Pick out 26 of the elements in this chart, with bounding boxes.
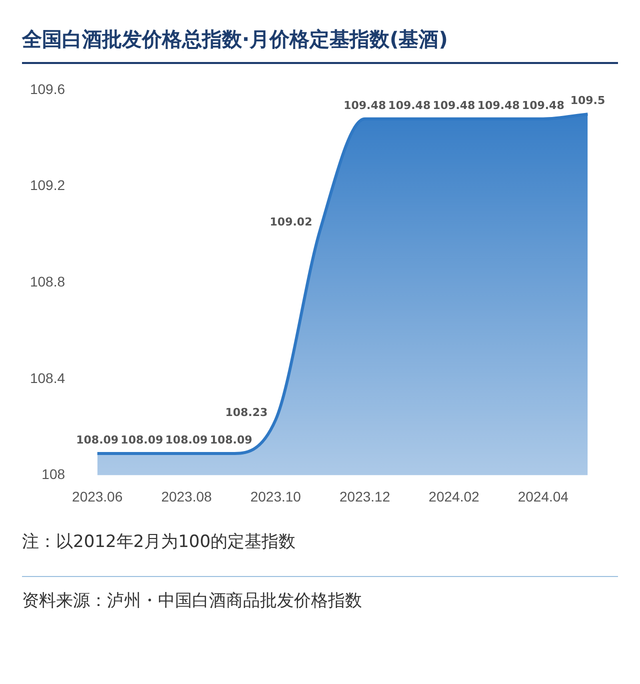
text: 108.09	[76, 434, 119, 447]
text: 109.48	[477, 98, 520, 112]
y-tick-label: 109.6	[30, 80, 66, 97]
x-tick-label: 2023.10	[250, 488, 302, 504]
x-tick-label: 2023.06	[72, 488, 123, 504]
text: 资料来源：泸州・中国白酒商品批发价格指数	[21, 590, 363, 612]
text: 108.09	[120, 434, 164, 447]
y-tick-label: 109.2	[30, 177, 66, 194]
text: 108.23	[225, 406, 268, 419]
text: 109.5	[570, 94, 606, 108]
x-tick-label: 2023.08	[161, 488, 212, 504]
y-tick-label: 108	[42, 466, 66, 482]
text: 108.09	[165, 434, 208, 447]
x-tick-label: 2023.12	[340, 488, 390, 504]
x-tick-label: 2024.02	[428, 488, 480, 504]
y-tick-label: 108.8	[30, 273, 66, 290]
y-tick-label: 108.4	[30, 370, 66, 386]
text: 109.48	[344, 98, 386, 112]
chart-title: 全国白酒批发价格总指数·月价格定基指数(基酒)	[20, 26, 449, 53]
text: 注：以2012年2月为100的定基指数	[21, 531, 297, 554]
text: 109.48	[522, 98, 564, 112]
text: 109.48	[388, 98, 431, 112]
text: 108.09	[210, 434, 252, 447]
x-tick-label: 2024.04	[518, 488, 569, 504]
text: 109.02	[270, 216, 312, 229]
text: 109.48	[432, 98, 476, 112]
